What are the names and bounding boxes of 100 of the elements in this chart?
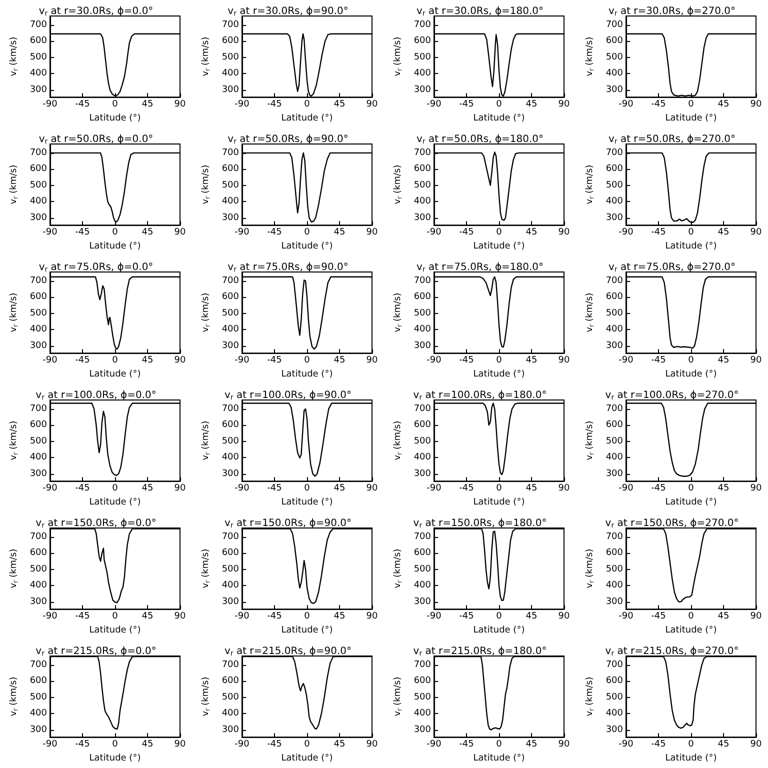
x-tick-label: 45 — [142, 612, 154, 622]
x-tick-label: -90 — [426, 100, 442, 110]
x-tick-label: 0 — [688, 612, 694, 622]
y-tick-label: 500 — [606, 692, 624, 702]
y-tick-label: 600 — [414, 36, 432, 46]
y-tick-label: 600 — [606, 676, 624, 686]
x-tick-label: -45 — [267, 484, 282, 494]
x-tick-label: 90 — [366, 228, 378, 238]
y-tick-label: 500 — [606, 436, 624, 446]
y-tick-label: 400 — [222, 324, 240, 335]
x-tick-label: -45 — [267, 740, 282, 750]
y-tick-label: 300 — [414, 84, 432, 95]
y-tick-label: 700 — [414, 532, 432, 542]
x-tick-label: 0 — [688, 100, 694, 110]
x-tick-label: -45 — [75, 484, 90, 494]
x-tick-label: -45 — [651, 100, 666, 110]
x-tick-label: -45 — [267, 612, 282, 622]
y-tick-label: 300 — [222, 596, 240, 607]
y-tick-label: 600 — [606, 164, 624, 174]
x-tick-label: 90 — [366, 356, 378, 366]
y-tick-label: 400 — [222, 580, 240, 591]
y-tick-label: 700 — [30, 532, 48, 542]
x-tick-label: 90 — [750, 740, 762, 750]
x-axis-title: Latitude (°) — [89, 370, 141, 380]
x-tick-label: 0 — [304, 484, 310, 494]
x-axis-title: Latitude (°) — [89, 626, 141, 636]
x-tick-label: 0 — [496, 484, 502, 494]
y-tick-label: 600 — [606, 420, 624, 430]
x-tick-label: 90 — [750, 484, 762, 494]
y-tick-label: 500 — [222, 436, 240, 446]
y-tick-label: 700 — [414, 20, 432, 30]
x-tick-label: 90 — [750, 612, 762, 622]
x-tick-label: -90 — [234, 356, 250, 366]
y-tick-label: 600 — [414, 292, 432, 302]
x-tick-label: 45 — [142, 356, 154, 366]
x-tick-label: 90 — [174, 484, 186, 494]
y-tick-label: 700 — [606, 276, 624, 286]
y-tick-label: 300 — [30, 84, 48, 95]
x-tick-label: -45 — [651, 228, 666, 238]
y-tick-label: 500 — [30, 308, 48, 318]
x-tick-label: 0 — [112, 740, 118, 750]
y-tick-label: 400 — [30, 452, 48, 463]
y-tick-label: 500 — [222, 180, 240, 190]
x-tick-label: 90 — [174, 100, 186, 110]
x-tick-label: 0 — [304, 740, 310, 750]
x-tick-label: 45 — [526, 356, 538, 366]
x-tick-label: 0 — [112, 228, 118, 238]
y-tick-label: 300 — [30, 596, 48, 607]
y-tick-label: 600 — [222, 36, 240, 46]
y-tick-label: 500 — [414, 180, 432, 190]
y-tick-label: 700 — [414, 660, 432, 670]
x-tick-label: 0 — [496, 100, 502, 110]
x-axis-title: Latitude (°) — [281, 498, 333, 508]
y-tick-label: 400 — [30, 196, 48, 207]
y-tick-label: 700 — [414, 276, 432, 286]
x-tick-label: 45 — [334, 228, 346, 238]
x-tick-label: -45 — [459, 356, 474, 366]
y-tick-label: 700 — [222, 532, 240, 542]
y-tick-label: 600 — [606, 36, 624, 46]
y-tick-label: 700 — [222, 404, 240, 414]
x-axis-title: Latitude (°) — [665, 754, 717, 764]
x-axis-title: Latitude (°) — [473, 498, 525, 508]
x-tick-label: 0 — [688, 356, 694, 366]
y-tick-label: 500 — [606, 308, 624, 318]
y-tick-label: 300 — [606, 468, 624, 479]
x-tick-label: -90 — [42, 612, 58, 622]
y-tick-label: 700 — [414, 148, 432, 158]
y-tick-label: 700 — [606, 404, 624, 414]
x-axis-title: Latitude (°) — [473, 754, 525, 764]
y-tick-label: 300 — [606, 340, 624, 351]
y-tick-label: 300 — [414, 468, 432, 479]
y-tick-label: 300 — [222, 468, 240, 479]
x-tick-label: -45 — [459, 740, 474, 750]
x-tick-label: 45 — [526, 740, 538, 750]
y-tick-label: 500 — [606, 52, 624, 62]
x-tick-label: 90 — [558, 484, 570, 494]
y-tick-label: 400 — [30, 708, 48, 719]
x-tick-label: 45 — [334, 356, 346, 366]
y-tick-label: 400 — [414, 324, 432, 335]
x-axis-title: Latitude (°) — [473, 114, 525, 124]
x-tick-label: -90 — [426, 484, 442, 494]
x-axis-title: Latitude (°) — [665, 242, 717, 252]
y-tick-label: 300 — [606, 212, 624, 223]
y-tick-label: 300 — [606, 724, 624, 735]
x-tick-label: 45 — [142, 100, 154, 110]
x-tick-label: 90 — [750, 356, 762, 366]
y-tick-label: 300 — [222, 84, 240, 95]
y-tick-label: 400 — [30, 324, 48, 335]
x-tick-label: 45 — [718, 484, 730, 494]
x-tick-label: 45 — [718, 228, 730, 238]
x-tick-label: 90 — [174, 228, 186, 238]
x-tick-label: -45 — [75, 356, 90, 366]
y-tick-label: 500 — [222, 52, 240, 62]
x-tick-label: -90 — [234, 740, 250, 750]
y-tick-label: 300 — [414, 596, 432, 607]
x-tick-label: -45 — [75, 740, 90, 750]
y-tick-label: 500 — [414, 564, 432, 574]
x-tick-label: 45 — [526, 612, 538, 622]
x-tick-label: -90 — [234, 100, 250, 110]
x-tick-label: 0 — [304, 612, 310, 622]
